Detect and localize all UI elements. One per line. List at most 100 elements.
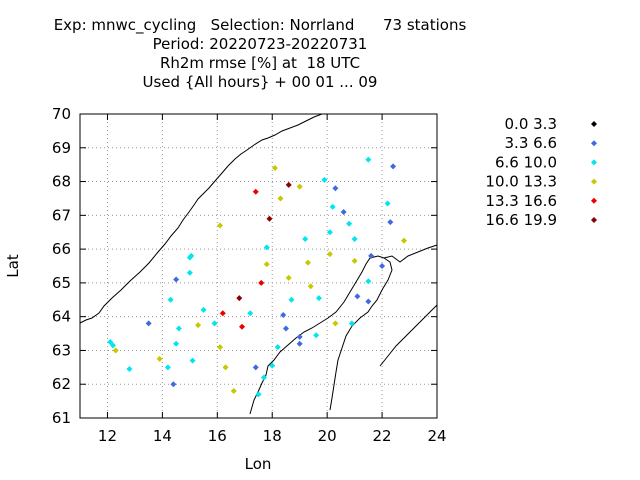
legend-label: 10.0 13.3 (485, 173, 557, 191)
x-tick-label: 12 (98, 427, 117, 445)
station-marker (263, 261, 270, 268)
station-marker (351, 235, 358, 242)
station-marker (156, 355, 163, 362)
y-tick-label: 69 (52, 139, 71, 157)
station-marker (211, 320, 218, 327)
station-marker (280, 311, 287, 318)
station-marker (217, 222, 224, 229)
station-marker (252, 364, 259, 371)
y-axis-label: Lat (4, 254, 22, 278)
y-axis-ticks: 61 62 63 64 65 66 67 68 69 70 (52, 105, 437, 427)
station-marker (368, 252, 375, 259)
station-marker (173, 276, 180, 283)
station-marker (271, 165, 278, 172)
legend-marker (591, 140, 597, 147)
station-marker (387, 219, 394, 226)
station-marker (390, 163, 397, 170)
station-marker (145, 320, 152, 327)
station-marker (332, 320, 339, 327)
station-marker (285, 181, 292, 188)
x-tick-label: 24 (427, 427, 446, 445)
station-marker (296, 333, 303, 340)
station-marker (274, 344, 281, 351)
x-tick-label: 18 (263, 427, 282, 445)
station-marker (307, 283, 314, 290)
y-tick-label: 67 (52, 206, 71, 224)
plot-frame (79, 113, 438, 419)
x-axis-ticks: 12 14 16 18 20 22 24 (98, 114, 447, 445)
y-tick-label: 66 (52, 240, 71, 258)
station-marker (384, 200, 391, 207)
y-tick-label: 62 (52, 375, 71, 393)
station-marker (365, 298, 372, 305)
station-marker (175, 325, 182, 332)
station-marker (326, 229, 333, 236)
station-marker (167, 296, 174, 303)
station-marker (219, 310, 226, 317)
legend-label: 6.6 10.0 (495, 153, 557, 171)
station-marker (285, 274, 292, 281)
station-marker (401, 237, 408, 244)
legend-marker (591, 178, 597, 185)
station-marker (195, 322, 202, 329)
coastline-bothnia-east (329, 257, 393, 411)
coastline-finland-north (383, 244, 438, 263)
station-marker (222, 364, 229, 371)
x-axis-label: Lon (245, 455, 272, 473)
y-tick-label: 68 (52, 173, 71, 191)
station-markers (107, 156, 408, 398)
y-tick-label: 63 (52, 341, 71, 359)
x-tick-label: 14 (153, 427, 172, 445)
legend-label: 16.6 19.9 (485, 211, 557, 229)
x-tick-label: 22 (373, 427, 392, 445)
station-marker (296, 340, 303, 347)
station-marker (329, 203, 336, 210)
station-marker (112, 347, 119, 354)
station-marker (313, 332, 320, 339)
station-marker (351, 257, 358, 264)
title-line-2: Period: 20220723-20220731 (152, 35, 368, 53)
y-tick-label: 65 (52, 274, 71, 292)
y-tick-label: 70 (52, 105, 71, 123)
station-marker (200, 306, 207, 313)
coastline (79, 113, 438, 415)
station-marker (247, 310, 254, 317)
station-marker (379, 263, 386, 269)
station-marker (258, 279, 265, 286)
station-marker (252, 188, 259, 195)
legend-marker (591, 121, 597, 127)
station-marker (173, 340, 180, 347)
station-marker (346, 220, 353, 227)
station-marker (186, 254, 193, 261)
legend: 0.0 3.33.3 6.66.6 10.0 10.0 13.313.3 16.6… (485, 115, 597, 229)
station-marker (107, 339, 114, 345)
legend-label: 0.0 3.3 (505, 115, 557, 133)
station-marker (282, 325, 289, 332)
station-marker (186, 269, 193, 276)
station-marker (164, 364, 171, 371)
station-marker (217, 344, 224, 351)
station-marker (354, 293, 361, 300)
station-marker (321, 176, 328, 183)
y-tick-label: 61 (52, 409, 71, 427)
station-marker (288, 296, 295, 303)
y-tick-label: 64 (52, 308, 71, 326)
coastline-norway (79, 113, 330, 324)
station-marker (315, 295, 322, 302)
station-marker (109, 342, 116, 349)
legend-marker (591, 217, 597, 223)
legend-label: 3.3 6.6 (505, 134, 557, 152)
station-marker (277, 195, 284, 202)
station-marker (332, 185, 339, 192)
station-marker (304, 259, 311, 266)
station-marker (126, 366, 133, 373)
coastline-finland-south (379, 304, 438, 367)
station-marker (365, 278, 372, 285)
station-marker (266, 215, 273, 222)
title-line-1: Exp: mnwc_cycling Selection: Norrland 73… (53, 16, 467, 34)
legend-marker (591, 197, 597, 204)
station-marker (230, 387, 237, 394)
station-marker (302, 235, 309, 242)
station-marker (269, 362, 276, 369)
